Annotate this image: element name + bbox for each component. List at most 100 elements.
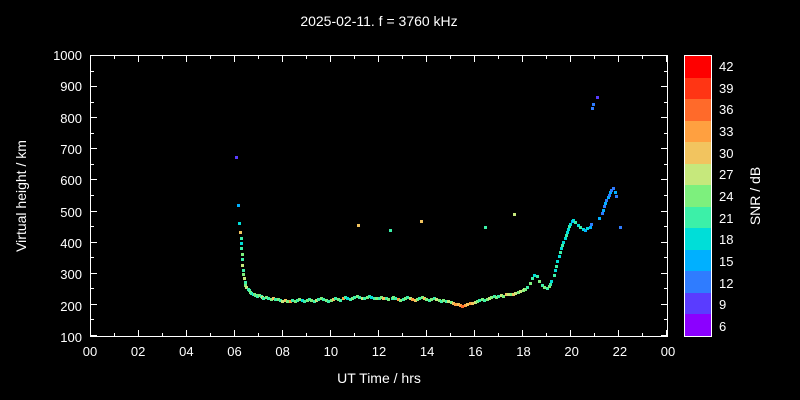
x-minor-tick — [546, 333, 547, 336]
x-minor-tick — [353, 56, 355, 59]
data-point — [315, 298, 319, 302]
data-point — [241, 258, 245, 262]
data-point — [567, 228, 571, 232]
data-point — [355, 294, 359, 298]
x-minor-tick — [546, 56, 547, 59]
data-point — [312, 299, 316, 303]
data-point — [437, 298, 441, 302]
data-point — [420, 295, 424, 299]
y-minor-tick — [664, 288, 667, 290]
x-minor-tick — [114, 56, 115, 59]
data-point — [451, 301, 455, 305]
data-point — [331, 297, 335, 301]
y-tick — [661, 117, 667, 119]
y-tick — [661, 55, 667, 56]
data-point — [295, 298, 299, 302]
data-point — [545, 287, 549, 291]
data-point — [514, 291, 518, 295]
y-tick — [661, 179, 667, 181]
colorbar-tick-label: 24 — [719, 189, 734, 204]
data-point — [411, 297, 415, 301]
y-minor-tick — [91, 226, 94, 228]
data-point — [475, 299, 479, 303]
data-point — [399, 298, 403, 302]
data-point — [241, 263, 245, 267]
data-point — [588, 225, 592, 229]
colorbar — [684, 55, 712, 337]
data-point — [389, 228, 393, 232]
x-tick-label: 00 — [660, 344, 676, 359]
y-tick — [661, 272, 667, 274]
data-point — [435, 297, 439, 301]
data-point — [327, 299, 331, 303]
y-minor-tick — [664, 319, 667, 321]
y-minor-tick — [664, 70, 667, 72]
y-tick — [661, 148, 667, 150]
data-point — [322, 297, 326, 301]
data-point — [365, 295, 369, 299]
data-point — [418, 296, 422, 300]
data-point — [406, 295, 410, 299]
x-minor-tick — [450, 56, 451, 59]
x-tick — [618, 56, 619, 62]
y-tick — [661, 303, 667, 305]
y-minor-tick — [91, 257, 94, 259]
x-tick-label: 20 — [564, 344, 579, 359]
data-point — [485, 297, 489, 301]
data-point — [291, 299, 295, 303]
x-tick-label: 14 — [419, 344, 435, 359]
x-tick-label: 12 — [371, 344, 387, 359]
data-point — [609, 191, 613, 195]
data-point — [589, 223, 593, 227]
data-point — [571, 218, 575, 222]
data-point — [547, 285, 551, 289]
data-point — [456, 303, 460, 307]
data-point — [384, 297, 388, 301]
data-point — [447, 300, 451, 304]
y-tick — [91, 335, 97, 336]
x-minor-tick — [306, 333, 307, 336]
data-point — [461, 304, 465, 308]
x-tick — [618, 330, 619, 336]
x-tick — [330, 56, 331, 62]
data-point — [601, 208, 605, 212]
x-tick — [569, 56, 571, 62]
x-tick — [137, 330, 139, 336]
data-point — [449, 300, 453, 304]
y-tick-label: 500 — [60, 204, 82, 220]
data-point — [396, 297, 400, 301]
data-point — [300, 298, 304, 302]
data-point — [484, 225, 488, 229]
data-point — [419, 220, 423, 223]
data-point — [324, 298, 328, 302]
data-point — [591, 106, 595, 110]
y-minor-tick — [91, 70, 94, 72]
y-minor-tick — [91, 288, 94, 290]
colorbar-block — [685, 99, 711, 121]
data-point — [511, 292, 515, 296]
colorbar-tick-label: 15 — [719, 254, 734, 270]
data-point — [343, 295, 347, 299]
data-point — [579, 226, 583, 230]
x-minor-tick — [497, 56, 499, 59]
data-point — [586, 227, 590, 231]
data-point — [564, 234, 568, 238]
y-minor-tick — [91, 132, 94, 134]
colorbar-block — [685, 314, 711, 336]
data-point — [497, 294, 501, 298]
y-minor-tick — [664, 226, 667, 228]
data-point — [540, 283, 544, 287]
y-tick — [661, 86, 667, 88]
data-point — [466, 303, 470, 307]
colorbar-block — [685, 77, 711, 100]
y-tick-label: 800 — [60, 110, 82, 126]
x-minor-tick — [450, 333, 451, 336]
data-point — [387, 297, 391, 301]
data-point — [238, 231, 242, 235]
data-point — [526, 285, 530, 289]
x-tick-label: 02 — [130, 344, 146, 359]
x-minor-tick — [258, 333, 259, 336]
data-point — [604, 202, 608, 206]
data-point — [615, 195, 619, 199]
data-point — [243, 280, 247, 284]
